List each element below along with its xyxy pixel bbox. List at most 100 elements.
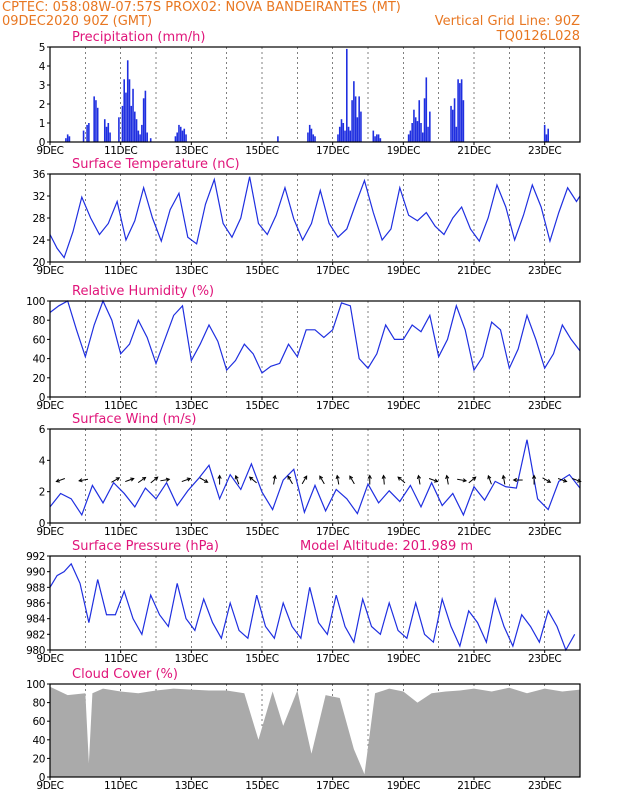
precip-bar (374, 136, 376, 142)
cloud-cover-panel: 0 20 40 60 80 100 9DEC 11DEC 13DEC 15DEC 17DEC 19DE… (26, 667, 581, 792)
y-tick-label: 40 (32, 735, 45, 747)
x-tick-label: 9DEC (36, 526, 63, 538)
panel-frame (49, 46, 581, 143)
wind-arrow-head (186, 477, 192, 482)
y-tick-label: 100 (26, 679, 45, 691)
x-tick-label: 23DEC (528, 780, 561, 792)
header-station: CPTEC: 058:08W-07:57S PROX02: NOVA BANDE… (2, 0, 401, 15)
humidity-line (49, 299, 581, 374)
temperature-line (49, 176, 581, 259)
precip-bar (460, 79, 463, 142)
wind-arrow-shaft (468, 476, 477, 484)
precip-bar (103, 119, 106, 142)
precip-bar (462, 100, 465, 142)
y-tick-label: 0 (39, 137, 45, 149)
precip-bar (308, 124, 311, 142)
wind-arrow-head (577, 478, 582, 483)
precip-bar (310, 128, 313, 142)
precip-bar (455, 126, 458, 142)
wind-arrow-head (234, 474, 239, 480)
precip-bar (109, 132, 111, 142)
wind-arrow-shaft (542, 477, 551, 483)
wind-arrow-head (462, 478, 468, 483)
header-model-code: TQ0126L028 (496, 29, 580, 44)
y-tick-label: 2 (39, 99, 45, 111)
wind-arrow (272, 474, 277, 485)
precip-bar (543, 124, 546, 142)
y-tick-label: 992 (26, 551, 45, 563)
wind-line (49, 439, 581, 517)
x-tick-label: 11DEC (104, 145, 137, 157)
wind-arrow (445, 474, 450, 485)
x-tick-label: 15DEC (245, 145, 278, 157)
y-tick-label: 2 (39, 487, 45, 499)
y-tick-label: 20 (32, 257, 45, 269)
wind-arrow-shaft (336, 475, 340, 485)
precip-bar (427, 126, 429, 142)
precip-bar (372, 130, 375, 142)
x-tick-label: 21DEC (457, 145, 490, 157)
precip-bar (545, 134, 548, 142)
precip-bar (353, 81, 355, 142)
precip-bar (338, 126, 341, 142)
x-tick-label: 9DEC (36, 653, 63, 665)
wind-arrow-shaft (160, 478, 170, 482)
y-tick-label: 986 (26, 598, 46, 610)
y-tick-label: 60 (32, 334, 45, 346)
wind-arrow-head (367, 474, 372, 479)
wind-arrow-shaft (199, 477, 208, 483)
pressure-title: Surface Pressure (hPa) (72, 539, 219, 554)
precip-bar (349, 130, 352, 142)
wind-arrow-shaft (397, 476, 406, 484)
precip-bar (459, 83, 461, 142)
wind-arrow-head (563, 478, 568, 483)
precip-bar (105, 126, 108, 142)
wind-arrow-head (204, 479, 209, 483)
precip-bar (416, 121, 419, 142)
precip-bar (88, 123, 90, 142)
pressure-panel: 980 982 984 986 988 990 992 9DEC 11DEC 13DEC 15DEC… (26, 539, 581, 665)
wind-arrow-head (381, 474, 386, 479)
precip-bar (68, 136, 71, 142)
precip-bar (86, 124, 88, 142)
precip-bar (176, 132, 178, 142)
precip-bar (93, 96, 95, 142)
precip-bar (118, 117, 120, 142)
precip-bar (134, 111, 136, 142)
precip-bar (360, 111, 362, 142)
precip-bar (181, 130, 184, 142)
x-tick-label: 17DEC (316, 265, 349, 277)
y-tick-label: 80 (32, 698, 45, 710)
y-tick-label: 20 (32, 373, 45, 385)
wind-arrow (301, 475, 308, 485)
precip-bar (179, 126, 182, 142)
wind-arrow-head (248, 476, 254, 481)
precip-bar (82, 130, 85, 142)
wind-arrow (125, 477, 135, 483)
precip-bar (95, 100, 97, 142)
panel-frame (49, 555, 581, 651)
precip-bar (125, 92, 127, 142)
wind-arrow-head (142, 476, 147, 481)
wind-arrow-head (287, 475, 292, 480)
wind-arrow (234, 474, 240, 485)
x-tick-label: 21DEC (457, 526, 490, 538)
x-tick-label: 19DEC (387, 526, 420, 538)
wind-arrow (416, 474, 422, 485)
precipitation-title: Precipitation (mm/h) (72, 30, 205, 45)
precip-bar (66, 134, 69, 142)
pressure-line (49, 562, 576, 652)
cloud-title: Cloud Cover (%) (72, 667, 178, 682)
x-tick-label: 13DEC (175, 145, 208, 157)
x-tick-label: 15DEC (245, 780, 278, 792)
y-tick-label: 80 (32, 315, 45, 327)
wind-arrow-head (501, 474, 506, 480)
wind-arrow (287, 475, 293, 485)
precip-bar (429, 111, 431, 142)
y-tick-label: 24 (32, 235, 45, 247)
wind-arrow-head (154, 476, 159, 481)
cloud-area (50, 686, 580, 777)
precip-bar (347, 126, 350, 142)
wind-arrow-shaft (125, 478, 134, 483)
wind-arrow (428, 478, 439, 483)
